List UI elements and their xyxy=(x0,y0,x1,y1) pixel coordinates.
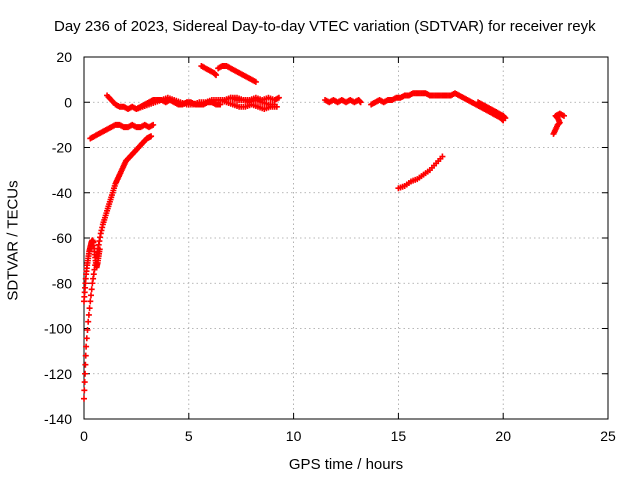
series-arc-m xyxy=(395,153,446,192)
data-point xyxy=(275,94,282,101)
data-point xyxy=(273,103,280,110)
x-tick-label: 10 xyxy=(286,428,302,444)
grid-lines xyxy=(84,57,608,419)
x-tick-label: 25 xyxy=(600,428,616,444)
data-point xyxy=(86,305,93,312)
data-point xyxy=(82,352,89,359)
data-point xyxy=(82,361,89,368)
series-arc-g xyxy=(227,94,282,103)
series-arc-b xyxy=(81,237,103,305)
y-tick-label: -20 xyxy=(52,140,72,156)
y-tick-label: -140 xyxy=(44,411,72,427)
data-point xyxy=(87,292,94,299)
data-point xyxy=(83,343,90,350)
data-point xyxy=(85,311,92,318)
x-axis-label: GPS time / hours xyxy=(288,456,404,473)
y-tick-label: -60 xyxy=(52,230,72,246)
series-arc-j xyxy=(322,96,364,106)
data-point xyxy=(150,121,157,128)
data-point xyxy=(83,335,90,342)
series-arc-l xyxy=(475,99,509,122)
data-point xyxy=(148,133,155,140)
chart-title: Day 236 of 2023, Sidereal Day-to-day VTE… xyxy=(54,18,596,35)
data-point xyxy=(560,112,567,119)
data-point xyxy=(439,153,446,160)
y-tick-label: -120 xyxy=(44,366,72,382)
data-point xyxy=(84,327,91,334)
data-point xyxy=(357,99,364,106)
data-point xyxy=(96,246,103,253)
data-point xyxy=(81,395,87,402)
y-tick-label: -80 xyxy=(52,275,72,291)
y-axis-label: SDTVAR / TECUs xyxy=(4,180,22,301)
x-tick-label: 15 xyxy=(391,428,407,444)
data-point xyxy=(82,370,89,377)
series-arc-c xyxy=(87,121,157,142)
y-tick-label: 20 xyxy=(56,49,72,65)
data-point xyxy=(81,379,88,386)
y-tick-label: -40 xyxy=(52,185,72,201)
series-arc-h xyxy=(198,63,220,79)
series-arc-i xyxy=(215,63,259,85)
data-point xyxy=(502,115,509,122)
x-tick-label: 0 xyxy=(80,428,88,444)
data-point xyxy=(213,72,220,79)
data-point xyxy=(85,318,92,325)
tick-labels: 0 5 10 15 20 25 -140 -120 -100 -80 -60 -40 -20 0 20 xyxy=(44,49,616,444)
x-tick-label: 5 xyxy=(185,428,193,444)
data-point xyxy=(87,298,94,305)
series-arc-n xyxy=(550,110,567,137)
data-point xyxy=(252,78,259,85)
series-arc-f xyxy=(217,96,280,113)
series-arc-a xyxy=(81,133,155,402)
y-tick-label: -100 xyxy=(44,321,72,337)
data-points xyxy=(81,63,567,402)
data-point xyxy=(81,387,88,394)
data-point xyxy=(88,286,95,293)
x-tick-label: 20 xyxy=(495,428,511,444)
y-tick-label: 0 xyxy=(64,94,72,110)
